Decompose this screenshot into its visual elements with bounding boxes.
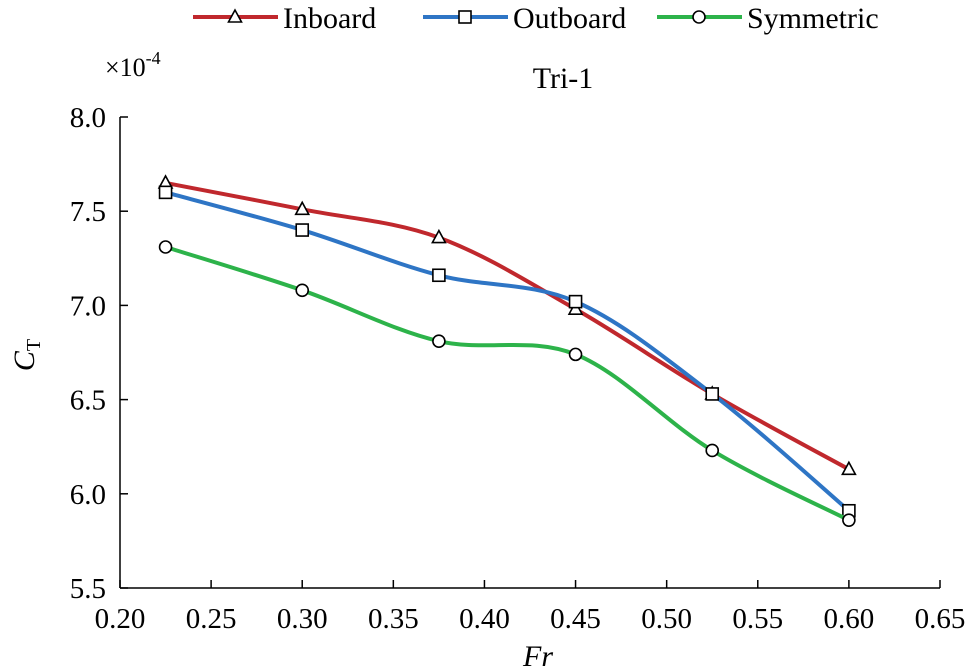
data-point-inboard: [294, 200, 311, 216]
x-tick-label: 0.45: [550, 603, 601, 635]
series-inboard: [157, 174, 857, 476]
legend-label-symmetric: Symmetric: [747, 2, 879, 35]
data-point-outboard: [295, 223, 310, 237]
x-tick-label: 0.50: [641, 603, 692, 635]
y-axis-multiplier: ×10-4: [105, 48, 161, 82]
y-axis-label-subscript: T: [23, 339, 45, 351]
y-tick-label: 7.5: [70, 196, 106, 228]
data-point-inboard: [431, 228, 447, 244]
data-point-symmetric: [432, 334, 446, 348]
series-symmetric: [158, 240, 856, 527]
data-point-symmetric: [568, 347, 583, 362]
data-point-outboard: [158, 185, 173, 200]
legend-item-inboard: Inboard: [193, 2, 376, 35]
data-point-symmetric: [842, 513, 856, 527]
legend: Inboard Outboard Symmetric: [193, 2, 879, 35]
legend-marker-inboard: [227, 8, 243, 23]
y-ticks: 5.5 6.0 6.5 7.0 7.5 8.0: [70, 102, 128, 605]
legend-item-symmetric: Symmetric: [657, 2, 879, 35]
x-tick-label: 0.25: [186, 603, 237, 635]
x-tick-label: 0.60: [824, 603, 875, 635]
x-tick-label: 0.30: [277, 603, 328, 635]
x-tick-label: 0.55: [732, 603, 783, 635]
series-line-inboard: [165, 180, 850, 472]
x-tick-label: 0.40: [459, 603, 510, 635]
y-axis-label-main: C: [8, 350, 41, 371]
y-tick-label: 6.5: [70, 385, 106, 417]
legend-marker-symmetric: [692, 10, 706, 24]
y-tick-label: 6.0: [70, 479, 106, 511]
data-point-outboard: [432, 268, 446, 283]
series-line-outboard: [165, 190, 851, 513]
x-tick-label: 0.35: [368, 603, 419, 635]
y-tick-label: 8.0: [70, 102, 106, 134]
data-point-symmetric: [158, 240, 173, 254]
legend-marker-outboard: [458, 10, 472, 24]
x-tick-label: 0.65: [915, 603, 966, 635]
legend-item-outboard: Outboard: [423, 2, 626, 35]
y-tick-label: 7.0: [70, 290, 106, 322]
x-axis-label: Fr: [522, 640, 553, 672]
y-tick-label: 5.5: [70, 573, 106, 605]
series-group: [157, 174, 857, 527]
y-axis-label: CT: [8, 339, 45, 371]
x-ticks: 0.20 0.25 0.30 0.35 0.40 0.45 0.50 0.55 0.60 0.65: [95, 580, 966, 635]
data-point-outboard: [705, 387, 720, 401]
legend-label-inboard: Inboard: [283, 2, 376, 35]
data-point-outboard: [568, 294, 583, 309]
data-point-symmetric: [705, 443, 720, 458]
multiplier-base: ×10: [105, 53, 146, 82]
series-line-symmetric: [164, 245, 850, 522]
legend-label-outboard: Outboard: [513, 2, 626, 35]
multiplier-exponent: -4: [146, 48, 161, 68]
x-tick-label: 0.20: [95, 603, 146, 635]
series-outboard: [158, 185, 856, 518]
data-point-inboard: [841, 460, 857, 476]
data-point-symmetric: [295, 283, 310, 298]
chart-title: Tri-1: [533, 62, 594, 95]
axes: [119, 117, 940, 589]
